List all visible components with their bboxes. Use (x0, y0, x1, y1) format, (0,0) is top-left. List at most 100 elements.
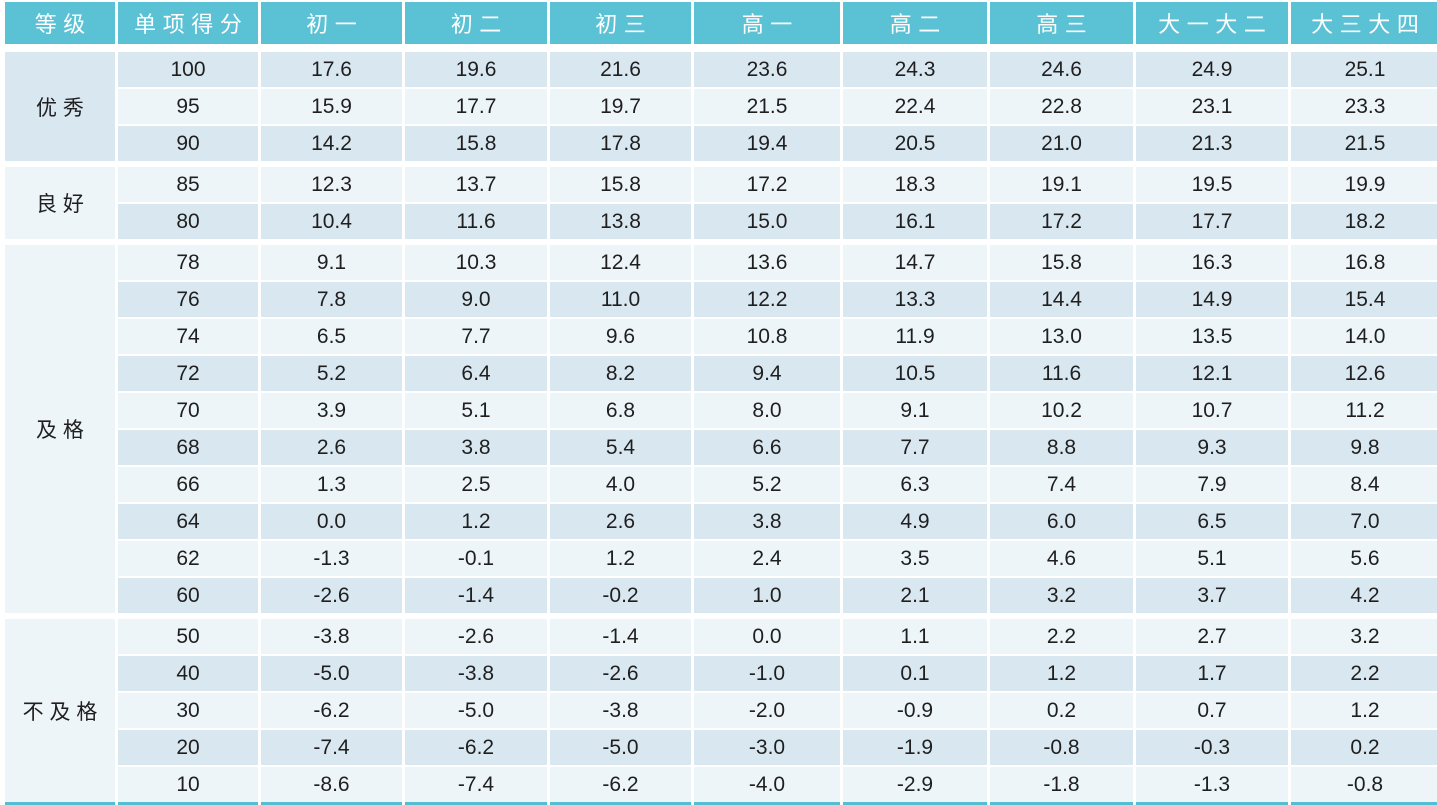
value-cell: 25.1 (1290, 48, 1437, 88)
value-cell: 5.1 (404, 392, 549, 429)
score-cell: 60 (117, 577, 260, 616)
value-cell: 19.5 (1135, 164, 1290, 203)
value-cell: 8.4 (1290, 466, 1437, 503)
value-cell: 8.8 (989, 429, 1135, 466)
value-cell: 7.7 (842, 429, 989, 466)
value-cell: 14.2 (260, 125, 404, 164)
value-cell: -0.3 (1135, 729, 1290, 766)
value-cell: 13.5 (1135, 318, 1290, 355)
value-cell: 22.4 (842, 88, 989, 125)
score-cell: 20 (117, 729, 260, 766)
value-cell: 17.6 (260, 48, 404, 88)
value-cell: 0.2 (989, 692, 1135, 729)
value-cell: 11.6 (989, 355, 1135, 392)
value-cell: 9.3 (1135, 429, 1290, 466)
value-cell: -1.4 (549, 616, 693, 655)
score-cell: 95 (117, 88, 260, 125)
value-cell: -1.4 (404, 577, 549, 616)
value-cell: 3.2 (989, 577, 1135, 616)
value-cell: 1.1 (842, 616, 989, 655)
value-cell: 16.8 (1290, 242, 1437, 281)
value-cell: 14.0 (1290, 318, 1437, 355)
value-cell: 5.2 (260, 355, 404, 392)
value-cell: 23.3 (1290, 88, 1437, 125)
value-cell: 5.4 (549, 429, 693, 466)
value-cell: 1.2 (1290, 692, 1437, 729)
column-header: 大一大二 (1135, 1, 1290, 48)
value-cell: 2.2 (1290, 655, 1437, 692)
value-cell: 1.2 (989, 655, 1135, 692)
value-cell: -6.2 (260, 692, 404, 729)
value-cell: 3.5 (842, 540, 989, 577)
value-cell: 9.1 (842, 392, 989, 429)
value-cell: -1.8 (989, 766, 1135, 804)
value-cell: 8.0 (693, 392, 842, 429)
value-cell: 11.6 (404, 203, 549, 242)
value-cell: -0.9 (842, 692, 989, 729)
value-cell: 7.7 (404, 318, 549, 355)
value-cell: 15.8 (549, 164, 693, 203)
value-cell: 1.3 (260, 466, 404, 503)
value-cell: 0.7 (1135, 692, 1290, 729)
value-cell: 13.6 (693, 242, 842, 281)
value-cell: 8.2 (549, 355, 693, 392)
value-cell: -3.0 (693, 729, 842, 766)
value-cell: 0.0 (693, 616, 842, 655)
value-cell: -8.6 (260, 766, 404, 804)
score-cell: 70 (117, 392, 260, 429)
value-cell: 12.2 (693, 281, 842, 318)
value-cell: 16.1 (842, 203, 989, 242)
score-cell: 64 (117, 503, 260, 540)
value-cell: 10.3 (404, 242, 549, 281)
value-cell: 12.3 (260, 164, 404, 203)
column-header: 初三 (549, 1, 693, 48)
value-cell: 9.1 (260, 242, 404, 281)
value-cell: 21.5 (693, 88, 842, 125)
value-cell: 21.6 (549, 48, 693, 88)
value-cell: 10.2 (989, 392, 1135, 429)
value-cell: 6.3 (842, 466, 989, 503)
value-cell: -1.9 (842, 729, 989, 766)
score-cell: 90 (117, 125, 260, 164)
value-cell: 24.9 (1135, 48, 1290, 88)
column-header: 初一 (260, 1, 404, 48)
table-row: 10-8.6-7.4-6.2-4.0-2.9-1.8-1.3-0.8 (4, 766, 1437, 804)
value-cell: 12.1 (1135, 355, 1290, 392)
value-cell: 7.4 (989, 466, 1135, 503)
value-cell: 4.0 (549, 466, 693, 503)
value-cell: 14.9 (1135, 281, 1290, 318)
value-cell: 13.7 (404, 164, 549, 203)
value-cell: 3.7 (1135, 577, 1290, 616)
value-cell: 0.0 (260, 503, 404, 540)
header-row: 等级单项得分初一初二初三高一高二高三大一大二大三大四 (4, 1, 1437, 48)
value-cell: 5.6 (1290, 540, 1437, 577)
value-cell: 12.4 (549, 242, 693, 281)
value-cell: 21.0 (989, 125, 1135, 164)
value-cell: 10.7 (1135, 392, 1290, 429)
value-cell: -6.2 (549, 766, 693, 804)
value-cell: 15.8 (404, 125, 549, 164)
score-cell: 100 (117, 48, 260, 88)
value-cell: 15.9 (260, 88, 404, 125)
value-cell: 10.4 (260, 203, 404, 242)
value-cell: 19.1 (989, 164, 1135, 203)
score-cell: 85 (117, 164, 260, 203)
value-cell: 24.3 (842, 48, 989, 88)
value-cell: 10.8 (693, 318, 842, 355)
value-cell: -5.0 (260, 655, 404, 692)
value-cell: 23.1 (1135, 88, 1290, 125)
value-cell: -0.2 (549, 577, 693, 616)
value-cell: 14.4 (989, 281, 1135, 318)
value-cell: 17.7 (404, 88, 549, 125)
value-cell: 15.4 (1290, 281, 1437, 318)
value-cell: -1.0 (693, 655, 842, 692)
